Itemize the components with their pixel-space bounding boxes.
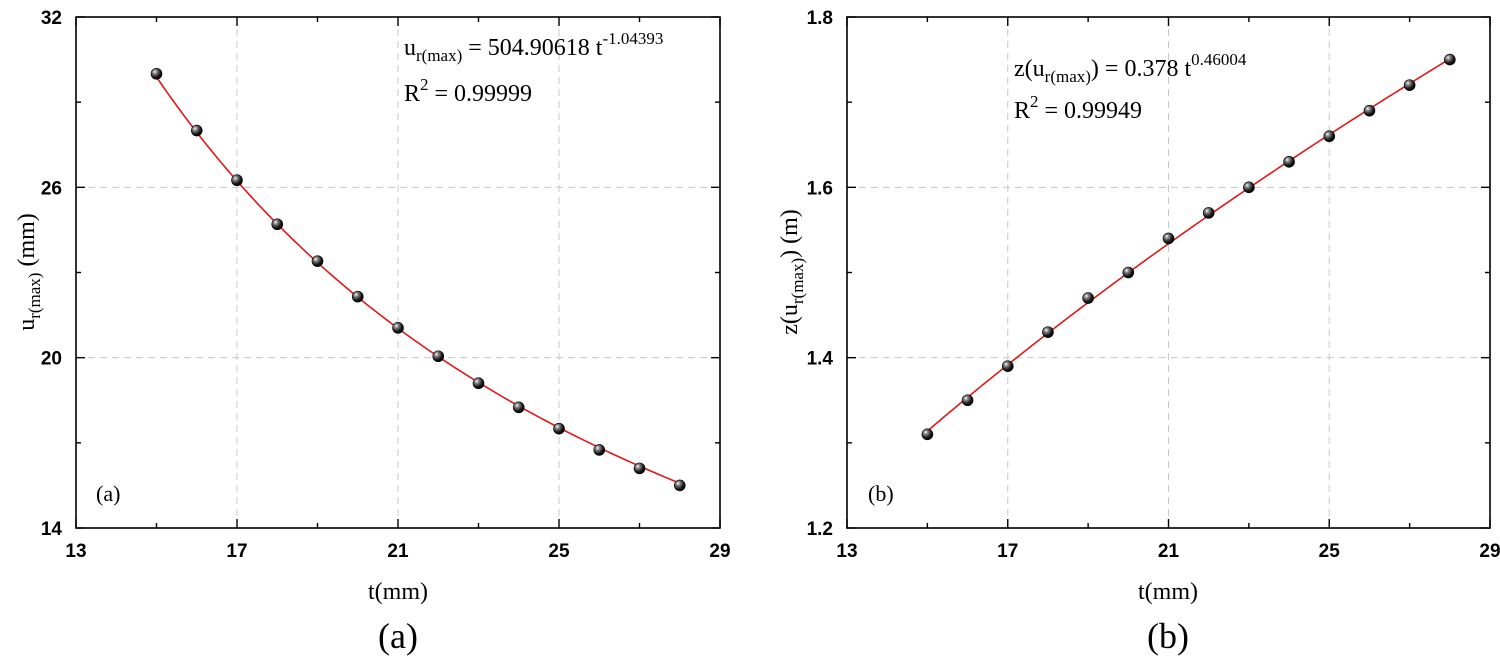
data-point (1243, 181, 1255, 194)
data-point (1202, 207, 1215, 219)
data-points (921, 53, 1456, 441)
data-point (553, 422, 565, 435)
data-point (1403, 79, 1416, 91)
y-tick-label: 20 (41, 349, 62, 370)
y-tick-label: 1.4 (807, 349, 834, 370)
y-tick-labels: 1.2 1.4 1.6 1.8 (807, 8, 834, 540)
data-point (921, 428, 934, 441)
data-point (271, 218, 284, 231)
y-tick-label: 1.8 (807, 8, 833, 29)
data-point (1001, 360, 1014, 372)
fit-curve (155, 76, 681, 484)
x-axis-title: t(mm) (1138, 579, 1198, 605)
data-point (1122, 266, 1135, 279)
data-point (1323, 130, 1336, 143)
data-point (961, 394, 974, 407)
data-point (1042, 326, 1054, 338)
r-squared: R2 = 0.99949 (1014, 92, 1142, 124)
axis-ticks (846, 16, 1491, 529)
x-tick-label: 29 (1479, 541, 1500, 562)
axis-ticks (75, 16, 721, 529)
data-point (311, 255, 324, 267)
x-tick-label: 17 (997, 541, 1018, 562)
data-point (1283, 155, 1295, 168)
panel-caption: (b) (1147, 616, 1189, 656)
data-point (351, 290, 364, 303)
data-point (1363, 104, 1376, 117)
data-point (392, 322, 404, 334)
x-tick-label: 17 (226, 541, 247, 562)
y-tick-label: 32 (41, 8, 62, 29)
panel-caption: (a) (378, 616, 418, 656)
x-tick-label: 21 (1158, 541, 1180, 562)
x-axis-title: t(mm) (368, 579, 428, 605)
y-tick-label: 1.6 (807, 178, 833, 199)
panel-label: (a) (96, 481, 120, 506)
x-tick-label: 25 (548, 541, 570, 562)
panel-a: 13 17 21 25 29 14 20 26 32 t(mm) ur(max) (mm) u… (14, 8, 731, 656)
grid-lines (847, 17, 1490, 528)
x-tick-label: 21 (387, 541, 409, 562)
data-point (1444, 53, 1456, 66)
data-point (472, 377, 485, 390)
y-tick-label: 1.2 (807, 519, 833, 540)
grid-lines (76, 17, 720, 528)
x-tick-label: 13 (65, 541, 86, 562)
data-point (190, 124, 203, 137)
x-tick-labels: 13 17 21 25 29 (65, 541, 730, 562)
data-point (1082, 292, 1094, 304)
x-tick-label: 13 (836, 541, 857, 562)
data-point (512, 401, 525, 414)
x-tick-label: 29 (709, 541, 730, 562)
fit-equation: ur(max) = 504.90618 t-1.04393 (404, 29, 663, 65)
panel-b: 13 17 21 25 29 1.2 1.4 1.6 1.8 t(mm) z(ur(max))… (777, 8, 1500, 656)
r-squared: R2 = 0.99999 (404, 75, 532, 107)
data-point (633, 462, 646, 475)
y-tick-labels: 14 20 26 32 (41, 8, 63, 540)
data-point (231, 174, 243, 187)
data-point (593, 444, 606, 456)
x-tick-labels: 13 17 21 25 29 (836, 541, 1500, 562)
y-axis-title: ur(max) (mm) (14, 213, 44, 331)
y-tick-label: 26 (41, 178, 62, 199)
data-points (150, 67, 686, 492)
data-point (673, 479, 686, 492)
panel-label: (b) (868, 481, 894, 506)
fit-curve (926, 58, 1451, 432)
data-point (1162, 232, 1175, 245)
x-tick-label: 25 (1319, 541, 1341, 562)
data-point (432, 350, 445, 363)
y-axis-title: z(ur(max)) (m) (777, 209, 807, 335)
fit-equation: z(ur(max)) = 0.378 t0.46004 (1014, 50, 1247, 86)
y-tick-label: 14 (41, 519, 63, 540)
data-point (150, 67, 163, 80)
